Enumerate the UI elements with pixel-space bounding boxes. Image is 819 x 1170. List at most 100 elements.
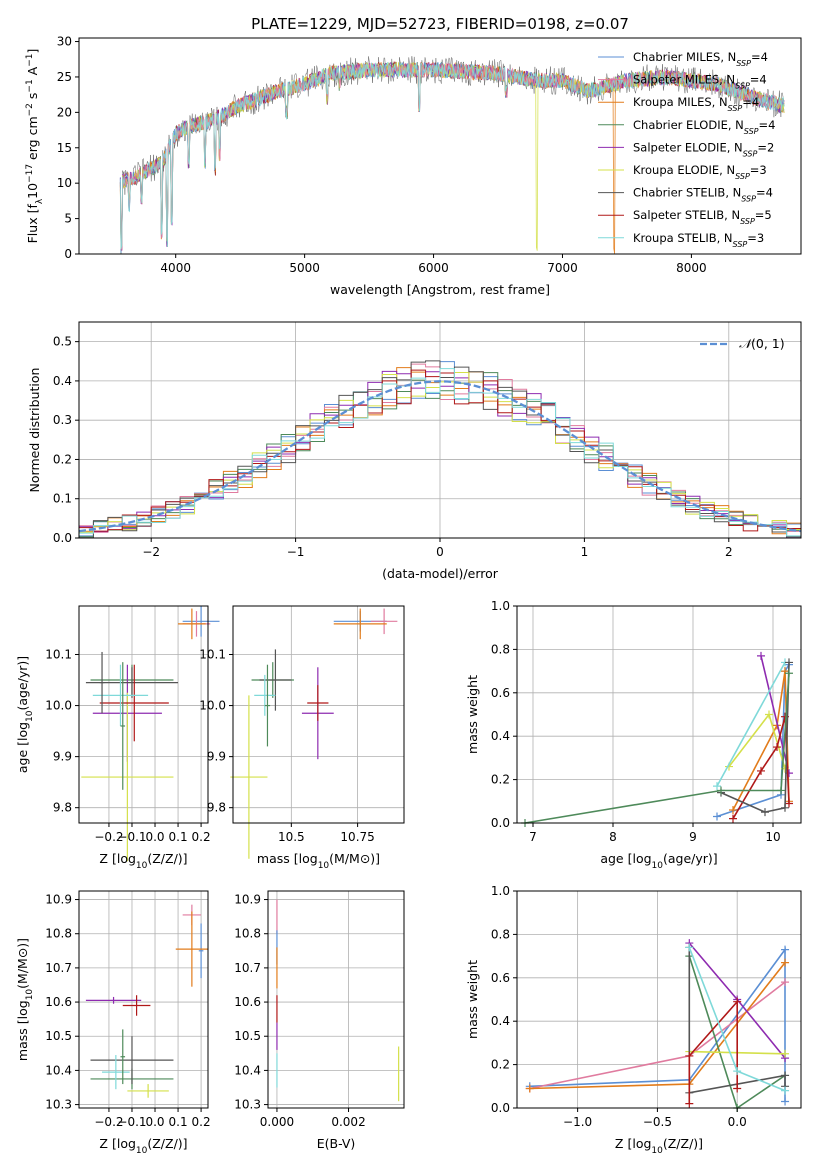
mass_weight_vs_age-marker xyxy=(785,669,793,678)
age_vs_mass-point-9 xyxy=(264,664,271,747)
mass_weight_vs_age-marker xyxy=(717,786,725,795)
age_vs_Z-xlabel: Z [log10(Z/Z/)] xyxy=(99,851,187,871)
age_vs_mass-xlabel-part: mass [ xyxy=(257,851,299,866)
mass_vs_Z-point-2 xyxy=(175,911,208,987)
legend-label-sub: SSP xyxy=(736,59,751,68)
mass_weight_vs_Z-xtick-label: −0.5 xyxy=(643,1115,672,1129)
legend-label-sub: SSP xyxy=(740,217,755,226)
age_vs_Z-ylabel-part: 10 xyxy=(25,710,35,722)
spectrum-xtick-label: 4000 xyxy=(160,261,191,275)
spectrum-xtick-label: 7000 xyxy=(547,261,578,275)
age_vs_Z-points xyxy=(81,606,220,862)
spectrum-ylabel-part: s xyxy=(25,93,40,104)
spectrum-ylabel-part: Flux [f xyxy=(25,204,40,244)
age_vs_Z-xlabel-part: Z [ xyxy=(99,851,116,866)
age_vs_Z-ylabel-part: age [ xyxy=(15,741,30,773)
mass_vs_ebv-ytick-label: 10.9 xyxy=(234,893,261,907)
spectrum-series-1 xyxy=(119,62,785,251)
mass_weight_vs_age-marker xyxy=(761,808,769,817)
age_vs_mass-xlabel-part: log xyxy=(299,851,318,866)
legend-label-main: Kroupa STELIB, N xyxy=(633,231,733,245)
spectrum-ytick-label: 15 xyxy=(57,141,72,155)
mass_weight_vs_age-line-6 xyxy=(720,662,790,813)
mass_weight_vs_Z-ytick-label: 1.0 xyxy=(491,884,510,898)
residuals-hists xyxy=(79,360,801,538)
mass_weight_vs_Z-marker xyxy=(781,1097,790,1106)
mass_weight_vs_age-xtick-label: 7 xyxy=(529,830,537,844)
residuals-xlabel-part: (data-model)/error xyxy=(382,566,499,581)
spectrum-ylabel-part: −2 xyxy=(25,103,35,116)
mass_weight_vs_Z-marker xyxy=(525,1084,534,1093)
age_vs_Z-ylabel: age [log10(age/yr)] xyxy=(15,656,35,773)
spectrum-lines xyxy=(119,56,785,254)
mass_weight_vs_Z-marker xyxy=(781,1049,790,1058)
age_vs_mass-ytick-label: 9.9 xyxy=(207,750,226,764)
legend-label-end: =4 xyxy=(742,95,759,109)
spectrum-border xyxy=(78,37,802,255)
age_vs_mass-xlabel: mass [log10(M/M⊙)] xyxy=(257,851,380,871)
age_vs_Z-frame: −0.2−0.10.0 0.1 0.2 9.8 9.9 10.0 10.1 xyxy=(45,605,211,844)
mass_vs_ebv-border xyxy=(267,890,405,1109)
mass_weight_vs_age-xlabel-part: age [ xyxy=(600,851,632,866)
mass_weight_vs_Z-marker xyxy=(781,978,790,987)
mass_weight_vs_age-xlabel: age [log10(age/yr)] xyxy=(600,851,717,871)
mass_vs_Z-ylabel-part: 10 xyxy=(25,989,35,1001)
mass_weight_vs_age-line-2 xyxy=(760,655,790,774)
legend-label-sub: SSP xyxy=(744,126,759,135)
mass_vs_Z-ylabel-part: M⊙ xyxy=(15,948,30,969)
legend-label-7: Salpeter STELIB, NSSP=5 xyxy=(633,208,772,226)
mass_weight_vs_Z-xlabel-part: (Z/ xyxy=(663,1136,681,1151)
age_vs_Z-xtick-label: 0.2 xyxy=(192,830,211,844)
mass_vs_ebv-frame: 0.000 0.002 10.3 10.4 10.5 10.6 10.7 10.8 10.9 xyxy=(234,890,405,1129)
mass_vs_ebv-ytick-label: 10.6 xyxy=(234,995,261,1009)
age_vs_Z-border xyxy=(78,605,209,824)
mass_vs_Z-ylabel-part: )] xyxy=(15,938,30,948)
mass_vs_Z-xtick-label: 0.0 xyxy=(145,1115,164,1129)
spectrum-ytick-label: 5 xyxy=(64,212,72,226)
age_vs_Z-xtick-label: −0.2 xyxy=(94,830,123,844)
mass_weight_vs_age-xlabel-part: log xyxy=(632,851,651,866)
spectrum-ytick-label: 0 xyxy=(64,247,72,261)
mass_weight_vs_age-ytick-label: 0.4 xyxy=(491,729,510,743)
residuals-legend-args: (0, 1) xyxy=(751,336,785,351)
mass_weight_vs_Z-ytick-label: 0.0 xyxy=(491,1101,510,1115)
mass_weight_vs_age-line-7 xyxy=(524,673,790,824)
legend-label-6: Chabrier STELIB, NSSP=4 xyxy=(633,186,773,204)
mass_vs_Z-ytick-label: 10.6 xyxy=(45,995,72,1009)
mass_weight_vs_age-xtick-label: 8 xyxy=(609,830,617,844)
residuals-xlabel: (data-model)/error xyxy=(382,566,499,581)
age_vs_Z-point-7 xyxy=(99,664,169,742)
mass_weight_vs_age-marker xyxy=(785,658,793,667)
legend-label-end: =4 xyxy=(756,186,773,200)
age_vs_mass-point-5 xyxy=(230,695,268,859)
spectrum-frame: 4000 5000 6000 7000 8000 0 5 10 15 20 25 30 xyxy=(57,35,802,275)
age_vs_Z-ytick-label: 10.0 xyxy=(45,699,72,713)
mass_vs_Z-ytick-label: 10.8 xyxy=(45,927,72,941)
spectrum-xtick-label: 6000 xyxy=(418,261,449,275)
legend-label-main: Kroupa ELODIE, N xyxy=(633,163,735,177)
spectrum-ylabel-part: A xyxy=(25,66,40,79)
spectrum-ylabel-part: −1 xyxy=(25,79,35,92)
mass_vs_ebv-xtick-label: 0.000 xyxy=(260,1115,294,1129)
mass_vs_Z-point-4 xyxy=(85,996,142,1004)
age_vs_Z-point-9 xyxy=(120,662,126,790)
residuals-xtick-label: −2 xyxy=(142,545,160,559)
mass_weight_vs_age-marker xyxy=(765,710,773,719)
residuals-ytick-label: 0.4 xyxy=(53,374,72,388)
mass_weight_vs_age-marker xyxy=(757,766,765,775)
mass_vs_Z-xlabel-part: log xyxy=(117,1136,136,1151)
mass_vs_Z-xlabel-part: (Z/ xyxy=(147,1136,165,1151)
age_vs_Z-xlabel-part: log xyxy=(117,851,136,866)
age_vs_mass-xlabel-part: (M/ xyxy=(329,851,350,866)
age_vs_mass-frame: 10.5 10.75 9.8 9.9 10.0 10.1 xyxy=(199,605,405,844)
residuals-ytick-label: 0.2 xyxy=(53,452,72,466)
mass_weight_vs_age-ytick-label: 0.6 xyxy=(491,686,510,700)
age_vs_Z-ylabel-part: log xyxy=(15,722,30,741)
mass_weight_vs_Z-xlabel-part: )] xyxy=(693,1136,703,1151)
legend-label-main: Salpeter ELODIE, N xyxy=(633,140,743,154)
legend-label-4: Salpeter ELODIE, NSSP=2 xyxy=(633,140,774,158)
residuals-ytick-label: 0.1 xyxy=(53,492,72,506)
mass_weight_vs_Z-ytick-label: 0.8 xyxy=(491,927,510,941)
residuals-ytick-label: 0.0 xyxy=(53,531,72,545)
mass_weight_vs_Z-ytick-label: 0.4 xyxy=(491,1014,510,1028)
